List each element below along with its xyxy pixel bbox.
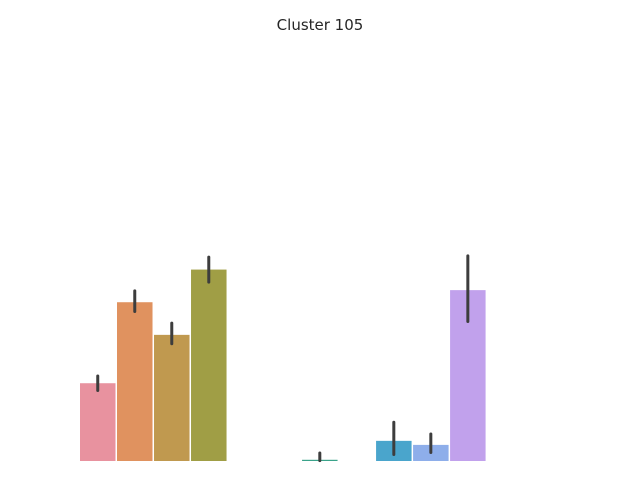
bar-3: [191, 269, 227, 461]
bar-1: [117, 302, 153, 461]
error-bars-layer: [96, 254, 470, 463]
chart-title: Cluster 105: [277, 16, 364, 34]
bar-2: [154, 334, 190, 461]
bar-0: [80, 383, 116, 461]
bars-layer: [80, 269, 486, 461]
